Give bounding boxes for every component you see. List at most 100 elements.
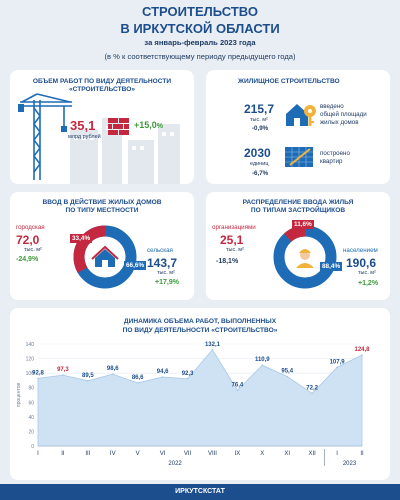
data-label: 76,4 [232,382,244,388]
pop-change: +1,2% [358,280,379,287]
org-value: 25,1 [220,233,244,247]
works-change: +15,0 [134,120,157,130]
data-point [136,382,139,384]
crane-icon [18,93,72,180]
urban-unit: тыс. м² [24,247,42,253]
x-tick-label: III [85,451,90,457]
data-label: 124,8 [354,347,370,353]
x-tick-label: VI [160,451,166,457]
housing-flats-unit: единиц [250,161,269,167]
developers-card-title-2: ПО ТИПАМ ЗАСТРОЙЩИКОВ [250,207,346,214]
works-unit: млрд рублей [68,134,101,140]
donut-urban-slice [73,225,106,273]
x-tick-label: V [136,451,140,457]
y-tick-label: 140 [26,342,35,348]
comparison-note: (в % к соответствующему периоду предыдущ… [104,52,296,61]
period-label: за январь-февраль 2023 года [144,38,256,47]
y-axis-label: процентов [16,383,22,408]
org-change: -18,1% [216,258,239,265]
bricks-icon [108,118,129,135]
data-label: 94,6 [157,369,169,375]
y-tick-label: 60 [28,400,34,406]
housing-area-label-3: жилых домов [320,119,359,126]
year-label: 2023 [343,461,357,467]
data-label: 132,1 [205,342,221,348]
rural-label: сельская [147,247,173,254]
donut-org-slice [284,225,306,242]
data-label: 72,2 [306,385,318,391]
housing-area-value: 215,7 [244,102,275,116]
x-tick-label: VII [184,451,192,457]
housing-card-title: ЖИЛИЩНОЕ СТРОИТЕЛЬСТВО [238,78,340,85]
x-tick-label: VIII [208,451,217,457]
works-card-title-1: ОБЪЕМ РАБОТ ПО ВИДУ ДЕЯТЕЛЬНОСТИ [32,78,172,85]
pop-share: 88,4% [320,262,343,271]
locality-card: ВВОД В ДЕЙСТВИЕ ЖИЛЫХ ДОМОВ ПО ТИПУ МЕСТ… [10,192,194,300]
area-series [37,349,363,447]
footer-label: ИРКУТСКСТАТ [175,488,225,495]
org-label: организациями [212,224,256,231]
chart-title-1: ДИНАМИКА ОБЪЕМА РАБОТ, ВЫПОЛНЕННЫХ [123,318,277,325]
y-tick-label: 40 [28,415,34,421]
data-point [87,379,89,382]
x-tick-label: I [37,451,39,457]
locality-card-title-2: ПО ТИПУ МЕСТНОСТИ [65,207,139,214]
urban-change: -24,9% [16,256,39,263]
data-label: 97,3 [57,367,69,373]
x-tick-label: II [61,451,65,457]
data-point [311,392,313,395]
housing-area-change: -0,9% [252,125,269,132]
footer-bar: ИРКУТСКСТАТ [0,484,400,500]
housing-area-label-2: общей площади [320,111,367,118]
housing-flats-change: -6,7% [252,170,269,177]
y-tick-label: 80 [28,386,34,392]
x-tick-label: I [336,451,338,457]
data-point [336,366,338,369]
dynamics-area-chart: 0 20 40 60 80 100 120 140 процентов 92,8 I 97,3 II 89… [16,342,370,467]
urban-share: 33,4% [70,234,93,243]
pop-value: 190,6 [346,256,377,270]
x-tick-label: II [360,451,364,457]
housing-card: ЖИЛИЩНОЕ СТРОИТЕЛЬСТВО 215,7 тыс. м² -0,… [206,70,390,184]
works-card-title-2: «СТРОИТЕЛЬСТВО» [68,86,136,93]
developers-card-title-1: РАСПРЕДЕЛЕНИЕ ВВОДА ЖИЛЬЯ [242,199,354,206]
data-label: 98,6 [107,366,119,372]
blueprint-icon [285,147,313,167]
x-tick-label: X [260,451,264,457]
data-point [161,376,164,378]
works-change-sign: % [156,123,164,130]
x-tick-label: IX [235,451,241,457]
rural-share: 66,6% [124,261,147,270]
house-icon [91,245,119,267]
locality-card-title-1: ВВОД В ДЕЙСТВИЕ ЖИЛЫХ ДОМОВ [42,199,162,206]
data-point [211,348,214,351]
house-key-icon [286,104,316,126]
y-tick-label: 20 [28,429,34,435]
data-label: 107,9 [330,359,346,365]
org-share: 11,6% [292,220,314,229]
chart-title-2: ПО ВИДУ ДЕЯТЕЛЬНОСТИ «СТРОИТЕЛЬСТВО» [122,327,278,334]
data-label: 110,9 [255,357,270,363]
pop-unit: тыс. м² [358,270,376,276]
data-label: 95,4 [281,368,293,374]
works-volume-card: ОБЪЕМ РАБОТ ПО ВИДУ ДЕЯТЕЛЬНОСТИ «СТРОИТ… [10,70,194,184]
developers-donut-chart [273,225,337,289]
x-tick-label: XI [284,451,290,457]
data-point [261,364,264,367]
pop-label: населением [343,247,378,254]
org-unit: тыс. м² [226,247,244,253]
data-point [111,373,114,375]
housing-flats-label-2: квартир [320,158,343,165]
data-label: 92,8 [32,370,44,376]
rural-value: 143,7 [147,256,178,270]
year-label: 2022 [168,461,182,467]
urban-label: городская [16,224,45,231]
housing-area-unit: тыс. м² [250,117,268,123]
urban-value: 72,0 [16,233,40,247]
housing-area-label-1: введено [320,103,344,110]
developers-card: РАСПРЕДЕЛЕНИЕ ВВОДА ЖИЛЬЯ ПО ТИПАМ ЗАСТР… [206,192,390,300]
rural-change: +17,9% [155,279,179,286]
builder-icon [296,249,314,268]
x-tick-label: IV [110,451,116,457]
housing-flats-value: 2030 [244,146,271,160]
